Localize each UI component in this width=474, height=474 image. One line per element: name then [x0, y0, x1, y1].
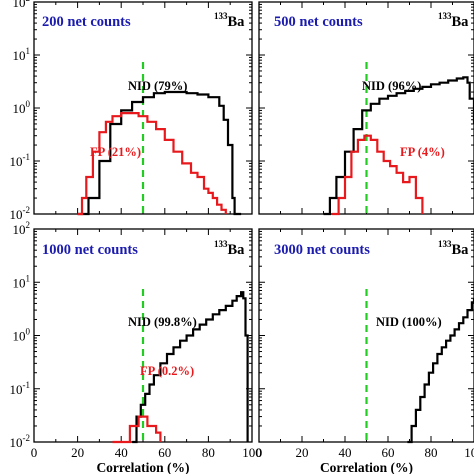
y-tick-label: 10-1 — [10, 380, 31, 397]
nid-annotation: NID (99.8%) — [128, 315, 197, 329]
x-tick-label: 40 — [115, 445, 128, 460]
y-tick-label: 101 — [13, 273, 31, 290]
isotope-label: 133Ba — [438, 11, 469, 30]
x-tick-label: 100 — [464, 445, 474, 460]
y-tick-label: 101 — [13, 46, 31, 63]
isotope-label: 133Ba — [214, 239, 245, 258]
fp-series — [77, 112, 227, 216]
x-tick-label: 20 — [296, 445, 309, 460]
nid-series — [407, 298, 474, 444]
nid-series — [132, 291, 249, 444]
fp-annotation: FP (21%) — [90, 145, 141, 159]
x-tick-label: 80 — [425, 445, 438, 460]
panel-title: 500 net counts — [274, 14, 363, 30]
x-tick-label: 60 — [382, 445, 395, 460]
y-tick-label: 100 — [13, 99, 31, 116]
nid-annotation: NID (96%) — [362, 79, 421, 93]
nid-annotation: NID (100%) — [376, 315, 442, 329]
nid-series — [77, 90, 242, 216]
x-tick-label: 40 — [339, 445, 352, 460]
x-tick-label: 60 — [158, 445, 171, 460]
fp-series — [332, 134, 424, 216]
isotope-label: 133Ba — [214, 11, 245, 30]
y-tick-label: 102 — [13, 220, 31, 237]
fp-series — [112, 415, 162, 444]
y-tick-label: 100 — [13, 327, 31, 344]
panel-4: 0 20 40 60 80 100 Correlation (%) 3000 net coun… — [256, 228, 474, 474]
y-tick-label: 10-2 — [10, 205, 31, 222]
fp-annotation: FP (4%) — [400, 145, 445, 159]
x-tick-label: 0 — [31, 445, 38, 460]
x-tick-label: 20 — [71, 445, 84, 460]
panel-title: 1000 net counts — [42, 242, 138, 258]
fp-annotation: FP (0.2%) — [140, 364, 194, 378]
y-tick-label: 102 — [13, 0, 31, 10]
x-tick-label: 100 — [242, 445, 262, 460]
x-axis-label: Correlation (%) — [320, 460, 413, 474]
x-tick-label: 0 — [256, 445, 263, 460]
panel-title: 3000 net counts — [274, 242, 370, 258]
nid-annotation: NID (79%) — [128, 79, 187, 93]
panel-1: 102 101 100 10-1 10-2 200 net counts 133Ba NID … — [10, 0, 253, 222]
y-tick-label: 10-1 — [10, 152, 31, 169]
isotope-label: 133Ba — [438, 239, 469, 258]
panel-2: 500 net counts 133Ba NID (96%) FP (4%) — [258, 1, 474, 216]
x-tick-label: 80 — [202, 445, 215, 460]
x-axis-label: Correlation (%) — [96, 460, 189, 474]
panel-title: 200 net counts — [42, 14, 131, 30]
y-tick-label: 10-2 — [10, 433, 31, 450]
